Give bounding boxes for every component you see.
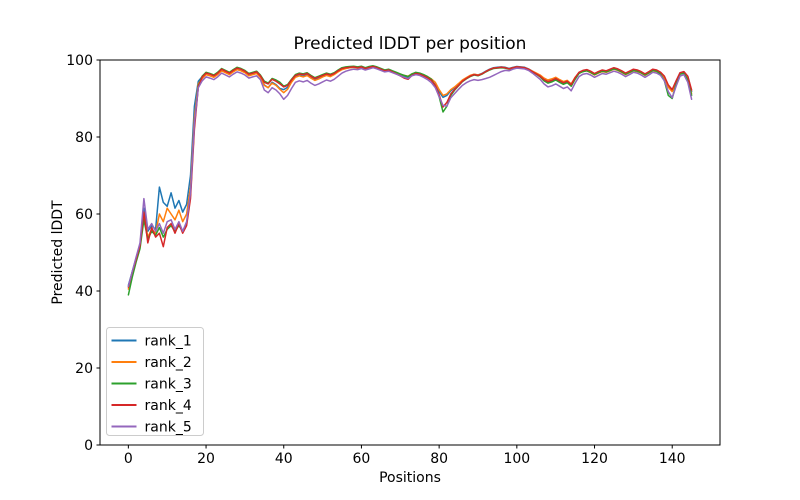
x-tick-label: 120 <box>581 451 608 467</box>
legend-label-rank_5: rank_5 <box>145 420 192 436</box>
x-tick-label: 140 <box>659 451 686 467</box>
x-tick-label: 60 <box>353 451 371 467</box>
x-tick-label: 20 <box>197 451 215 467</box>
y-tick-label: 20 <box>75 361 93 377</box>
plot-area: 0 20 40 60 80 100 120 140 0 20 40 60 80 100 <box>66 53 721 467</box>
x-tick-label: 0 <box>124 451 133 467</box>
x-tick-label: 40 <box>275 451 293 467</box>
legend-frame <box>106 327 204 436</box>
legend: rank_1 rank_2 rank_3 rank_4 rank_5 <box>106 327 204 436</box>
x-tick-label: 80 <box>430 451 448 467</box>
legend-label-rank_2: rank_2 <box>145 355 192 371</box>
line-rank_5 <box>127 66 693 288</box>
plot-border <box>99 59 721 446</box>
legend-item-rank_5: rank_5 <box>111 420 192 436</box>
chart-title: Predicted lDDT per position <box>294 34 527 54</box>
legend-item-rank_3: rank_3 <box>111 377 192 393</box>
y-tick-label: 0 <box>84 438 93 454</box>
legend-label-rank_3: rank_3 <box>145 377 192 393</box>
line-rank_3 <box>127 65 693 296</box>
legend-item-rank_2: rank_2 <box>111 355 192 371</box>
y-tick-label: 80 <box>75 130 93 146</box>
y-tick-label: 60 <box>75 207 93 223</box>
y-tick-label: 100 <box>66 53 93 69</box>
legend-label-rank_4: rank_4 <box>145 398 192 414</box>
legend-item-rank_1: rank_1 <box>111 334 192 350</box>
line-rank_2 <box>127 66 693 290</box>
line-rank_1 <box>127 65 693 286</box>
x-tick-label: 100 <box>503 451 530 467</box>
x-axis-label: Positions <box>379 470 441 486</box>
line-rank_4 <box>127 65 693 288</box>
y-axis-label: Predicted lDDT <box>50 200 66 305</box>
y-tick-label: 40 <box>75 284 93 300</box>
legend-label-rank_1: rank_1 <box>145 334 192 350</box>
legend-item-rank_4: rank_4 <box>111 398 192 414</box>
